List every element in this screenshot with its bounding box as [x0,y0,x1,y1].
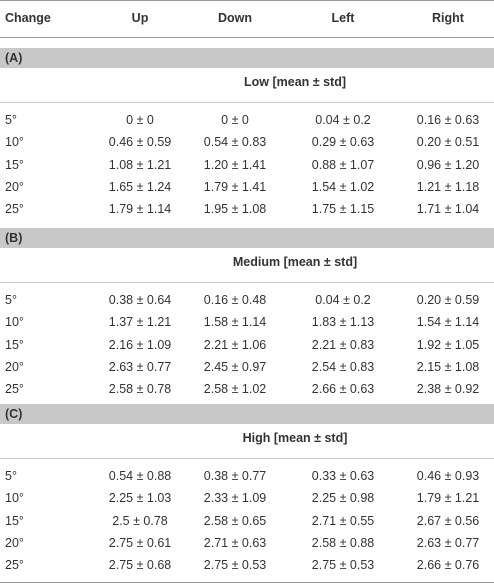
section-title: High [mean ± std] [242,431,348,445]
cell: 0.20 ± 0.51 [416,135,480,150]
row-label: 20° [5,535,24,550]
cell: 0.54 ± 0.83 [203,135,267,150]
cell: 2.67 ± 0.56 [416,513,480,528]
cell: 0.04 ± 0.2 [315,113,371,127]
section-bar [0,48,494,68]
cell: 2.54 ± 0.83 [311,359,375,374]
cell: 2.25 ± 1.03 [108,491,172,506]
row-label: 20° [5,359,24,374]
cell: 2.66 ± 0.63 [311,382,375,397]
cell: 2.75 ± 0.61 [108,535,172,550]
cell: 1.54 ± 1.14 [416,315,480,330]
section-bar [0,228,494,248]
column-header: Change [5,11,51,25]
cell: 2.75 ± 0.68 [108,558,172,573]
cell: 1.75 ± 1.15 [311,202,375,217]
cell: 0.54 ± 0.88 [108,469,172,483]
cell: 0.46 ± 0.59 [108,135,172,150]
cell: 2.63 ± 0.77 [108,359,172,374]
column-header: Up [131,11,149,25]
cell: 2.25 ± 0.98 [311,491,375,506]
cell: 2.58 ± 0.88 [311,535,375,550]
row-label: 25° [5,558,24,573]
cell: 2.45 ± 0.97 [203,359,267,374]
cell: 0.16 ± 0.63 [416,113,480,127]
cell: 1.37 ± 1.21 [108,315,172,330]
cell: 1.08 ± 1.21 [108,157,172,172]
cell: 1.58 ± 1.14 [203,315,267,330]
row-label: 25° [5,202,24,217]
row-label: 5° [5,469,17,483]
row-label: 15° [5,513,24,528]
row-label: 15° [5,337,24,352]
cell: 0.29 ± 0.63 [311,135,375,150]
cell: 0.38 ± 0.64 [108,293,172,307]
section-rule [0,458,494,459]
cell: 1.83 ± 1.13 [311,315,375,330]
section-label: (C) [5,407,23,421]
cell: 2.58 ± 0.78 [108,382,172,397]
section-rule [0,282,494,283]
cell: 2.75 ± 0.53 [311,558,375,573]
row-label: 5° [5,113,17,127]
cell: 2.15 ± 1.08 [416,359,480,374]
cell: 0.20 ± 0.59 [416,293,480,307]
row-label: 15° [5,157,24,172]
cell: 2.21 ± 1.06 [203,337,267,352]
cell: 2.16 ± 1.09 [108,337,172,352]
cell: 0.88 ± 1.07 [311,157,375,172]
cell: 1.79 ± 1.14 [108,202,172,217]
section-label: (A) [5,51,23,65]
cell: 2.75 ± 0.53 [203,558,267,573]
row-label: 5° [5,293,17,307]
column-header: Right [432,11,464,25]
cell: 2.33 ± 1.09 [203,491,267,506]
top-rule [0,0,494,1]
cell: 0.96 ± 1.20 [416,157,480,172]
cell: 2.63 ± 0.77 [416,535,480,550]
cell: 1.95 ± 1.08 [203,202,267,217]
cell: 2.71 ± 0.63 [203,535,267,550]
cell: 2.71 ± 0.55 [311,513,375,528]
cell: 2.66 ± 0.76 [416,558,480,573]
cell: 1.79 ± 1.21 [416,491,480,506]
cell: 0.33 ± 0.63 [311,469,375,483]
cell: 0 ± 0 [126,113,154,127]
cell: 1.65 ± 1.24 [108,179,172,194]
section-bar [0,404,494,424]
cell: 0.46 ± 0.93 [416,469,480,483]
column-header: Left [331,11,355,25]
column-header: Down [217,11,253,25]
row-label: 25° [5,382,24,397]
row-label: 20° [5,179,24,194]
cell: 2.38 ± 0.92 [416,382,480,397]
cell: 2.5 ± 0.78 [112,513,168,528]
cell: 0.04 ± 0.2 [315,293,371,307]
section-rule [0,102,494,103]
header-rule [0,37,494,38]
cell: 1.92 ± 1.05 [416,337,480,352]
cell: 1.21 ± 1.18 [416,179,480,194]
cell: 1.54 ± 1.02 [311,179,375,194]
cell: 1.71 ± 1.04 [416,202,480,217]
cell: 2.21 ± 0.83 [311,337,375,352]
cell: 1.20 ± 1.41 [203,157,267,172]
section-title: Medium [mean ± std] [232,255,358,269]
row-label: 10° [5,491,24,506]
section-title: Low [mean ± std] [243,75,347,89]
cell: 1.79 ± 1.41 [203,179,267,194]
cell: 2.58 ± 1.02 [203,382,267,397]
cell: 2.58 ± 0.65 [203,513,267,528]
cell: 0 ± 0 [221,113,249,127]
cell: 0.16 ± 0.48 [203,293,267,307]
section-label: (B) [5,231,23,245]
row-label: 10° [5,135,24,150]
row-label: 10° [5,315,24,330]
cell: 0.38 ± 0.77 [203,469,267,483]
